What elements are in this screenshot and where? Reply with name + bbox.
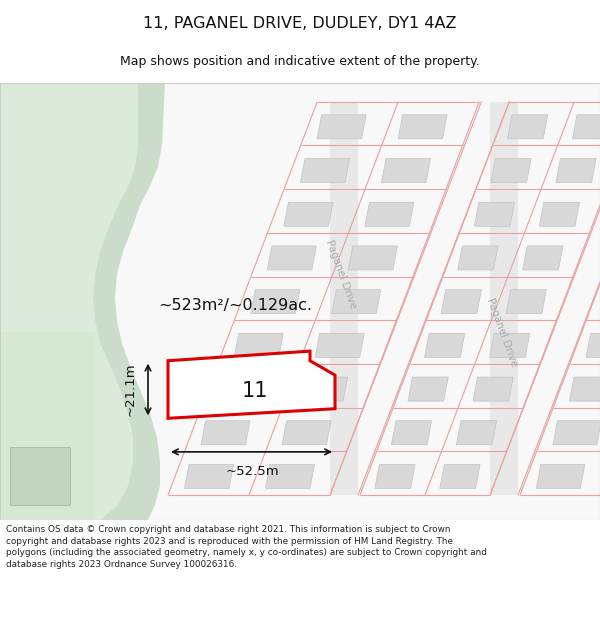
Polygon shape <box>168 351 335 418</box>
Polygon shape <box>398 115 447 139</box>
Polygon shape <box>506 289 547 314</box>
Polygon shape <box>572 115 600 139</box>
Text: Paganel Drive: Paganel Drive <box>324 239 358 310</box>
Polygon shape <box>375 464 415 489</box>
Polygon shape <box>473 377 513 401</box>
Polygon shape <box>330 102 358 495</box>
Text: Paganel Drive: Paganel Drive <box>485 296 519 368</box>
Polygon shape <box>441 289 481 314</box>
Polygon shape <box>184 464 233 489</box>
Text: ~52.5m: ~52.5m <box>225 464 279 478</box>
Polygon shape <box>201 421 250 445</box>
Polygon shape <box>586 333 600 357</box>
Polygon shape <box>365 202 414 226</box>
Polygon shape <box>93 82 165 520</box>
Polygon shape <box>408 377 448 401</box>
Polygon shape <box>536 464 585 489</box>
Polygon shape <box>474 202 515 226</box>
Polygon shape <box>251 289 300 314</box>
Polygon shape <box>0 82 138 520</box>
Polygon shape <box>382 159 431 182</box>
Polygon shape <box>348 246 397 270</box>
Polygon shape <box>491 159 531 182</box>
Polygon shape <box>457 421 497 445</box>
Text: ~523m²/~0.129ac.: ~523m²/~0.129ac. <box>158 298 312 312</box>
Text: 11, PAGANEL DRIVE, DUDLEY, DY1 4AZ: 11, PAGANEL DRIVE, DUDLEY, DY1 4AZ <box>143 16 457 31</box>
Polygon shape <box>284 202 333 226</box>
Polygon shape <box>265 464 314 489</box>
Polygon shape <box>234 333 283 357</box>
Polygon shape <box>317 115 366 139</box>
Polygon shape <box>0 332 95 520</box>
Polygon shape <box>508 115 548 139</box>
Polygon shape <box>282 421 331 445</box>
Polygon shape <box>569 377 600 401</box>
Polygon shape <box>539 202 580 226</box>
Polygon shape <box>315 333 364 357</box>
Polygon shape <box>490 333 530 357</box>
Polygon shape <box>556 159 596 182</box>
Polygon shape <box>299 377 347 401</box>
Polygon shape <box>440 464 480 489</box>
Text: Contains OS data © Crown copyright and database right 2021. This information is : Contains OS data © Crown copyright and d… <box>6 525 487 569</box>
Polygon shape <box>553 421 600 445</box>
Polygon shape <box>301 159 350 182</box>
Polygon shape <box>458 246 498 270</box>
Polygon shape <box>523 246 563 270</box>
Polygon shape <box>332 289 381 314</box>
Polygon shape <box>391 421 431 445</box>
Text: ~21.1m: ~21.1m <box>124 362 137 416</box>
Polygon shape <box>425 333 465 357</box>
Polygon shape <box>267 246 316 270</box>
Polygon shape <box>490 102 518 495</box>
Polygon shape <box>218 377 266 401</box>
Text: 11: 11 <box>242 381 268 401</box>
Text: Map shows position and indicative extent of the property.: Map shows position and indicative extent… <box>120 56 480 68</box>
Bar <box>10 447 70 504</box>
